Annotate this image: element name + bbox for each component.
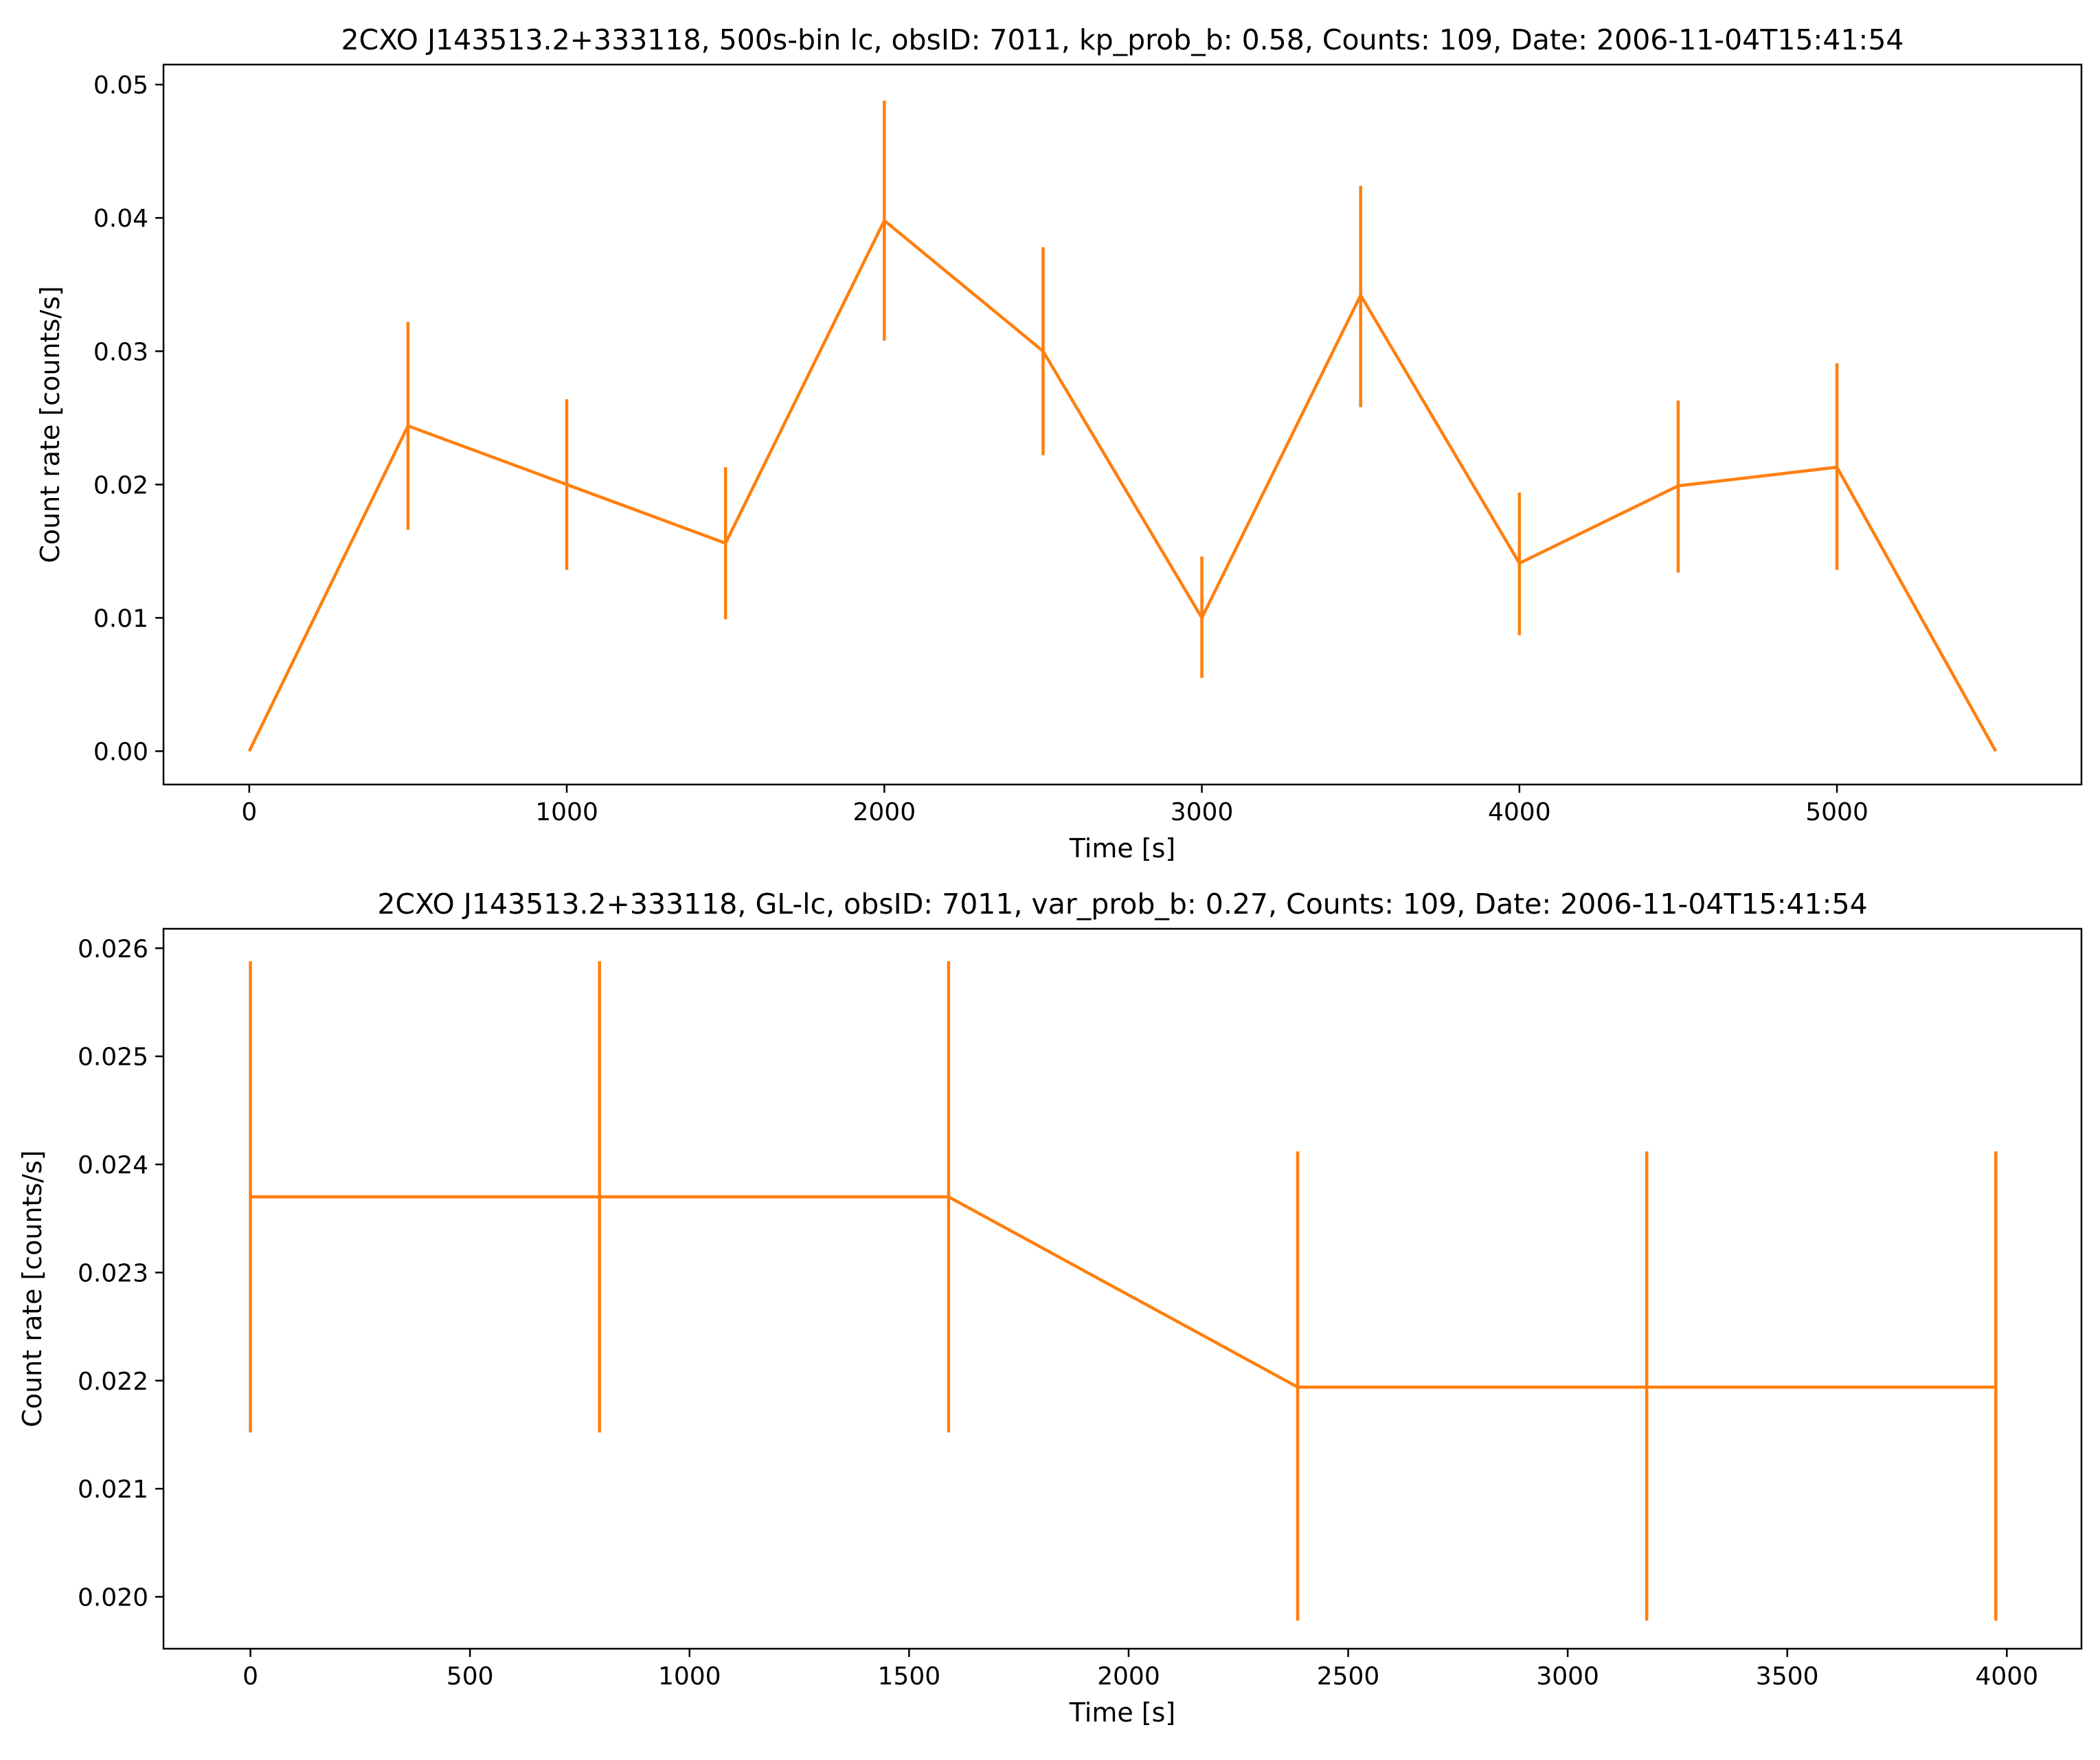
bottom-y-tick-label: 0.024 xyxy=(78,1151,148,1180)
bottom-x-tick-label: 2500 xyxy=(1317,1662,1380,1691)
top-series-line xyxy=(247,218,1998,752)
bottom-x-tick-label: 0 xyxy=(242,1662,258,1691)
bottom-y-tick-label: 0.020 xyxy=(78,1583,148,1612)
bottom-x-tick-label: 3500 xyxy=(1756,1662,1819,1691)
bottom-y-tick-label: 0.021 xyxy=(78,1476,148,1504)
top-x-tick-label: 4000 xyxy=(1488,798,1551,826)
top-x-axis-label: Time [s] xyxy=(1069,833,1176,864)
top-y-tick-label: 0.04 xyxy=(93,205,148,233)
top-y-tick-label: 0.03 xyxy=(93,338,148,366)
bottom-x-tick-label: 1500 xyxy=(878,1662,941,1691)
top-axes-frame xyxy=(162,63,2083,786)
bottom-y-tick-label: 0.025 xyxy=(78,1043,148,1072)
top-x-tick-label: 0 xyxy=(241,798,257,826)
bottom-axes-frame xyxy=(162,927,2083,1650)
bottom-chart-title: 2CXO J143513.2+333118, GL-lc, obsID: 701… xyxy=(377,888,1867,921)
top-y-tick-label: 0.02 xyxy=(93,471,148,499)
bottom-y-tick-label: 0.026 xyxy=(78,935,148,963)
bottom-x-tick-label: 1000 xyxy=(658,1662,721,1691)
top-x-tick-label: 5000 xyxy=(1805,798,1868,826)
top-y-tick-label: 0.00 xyxy=(93,738,148,766)
top-chart-title: 2CXO J143513.2+333118, 500s-bin lc, obsI… xyxy=(341,23,1904,56)
top-x-tick-label: 1000 xyxy=(535,798,598,826)
bottom-series-line xyxy=(250,1195,1996,1389)
bottom-x-tick-label: 4000 xyxy=(1976,1662,2039,1691)
bottom-x-axis-label: Time [s] xyxy=(1069,1697,1176,1728)
top-x-tick-label: 2000 xyxy=(853,798,916,826)
top-axes-group: 2CXO J143513.2+333118, 500s-bin lc, obsI… xyxy=(35,23,2083,864)
bottom-x-tick-label: 500 xyxy=(447,1662,494,1691)
bottom-x-tick-label: 3000 xyxy=(1536,1662,1599,1691)
bottom-axes-group: 2CXO J143513.2+333118, GL-lc, obsID: 701… xyxy=(17,888,2083,1728)
bottom-y-tick-label: 0.023 xyxy=(78,1259,148,1287)
bottom-x-tick-label: 2000 xyxy=(1097,1662,1160,1691)
bottom-y-axis-label: Count rate [counts/s] xyxy=(17,1150,47,1427)
top-y-axis-label: Count rate [counts/s] xyxy=(35,286,65,563)
top-y-tick-label: 0.05 xyxy=(93,71,148,100)
bottom-y-tick-label: 0.022 xyxy=(78,1368,148,1396)
top-x-tick-label: 3000 xyxy=(1171,798,1234,826)
top-y-tick-label: 0.01 xyxy=(93,605,148,633)
